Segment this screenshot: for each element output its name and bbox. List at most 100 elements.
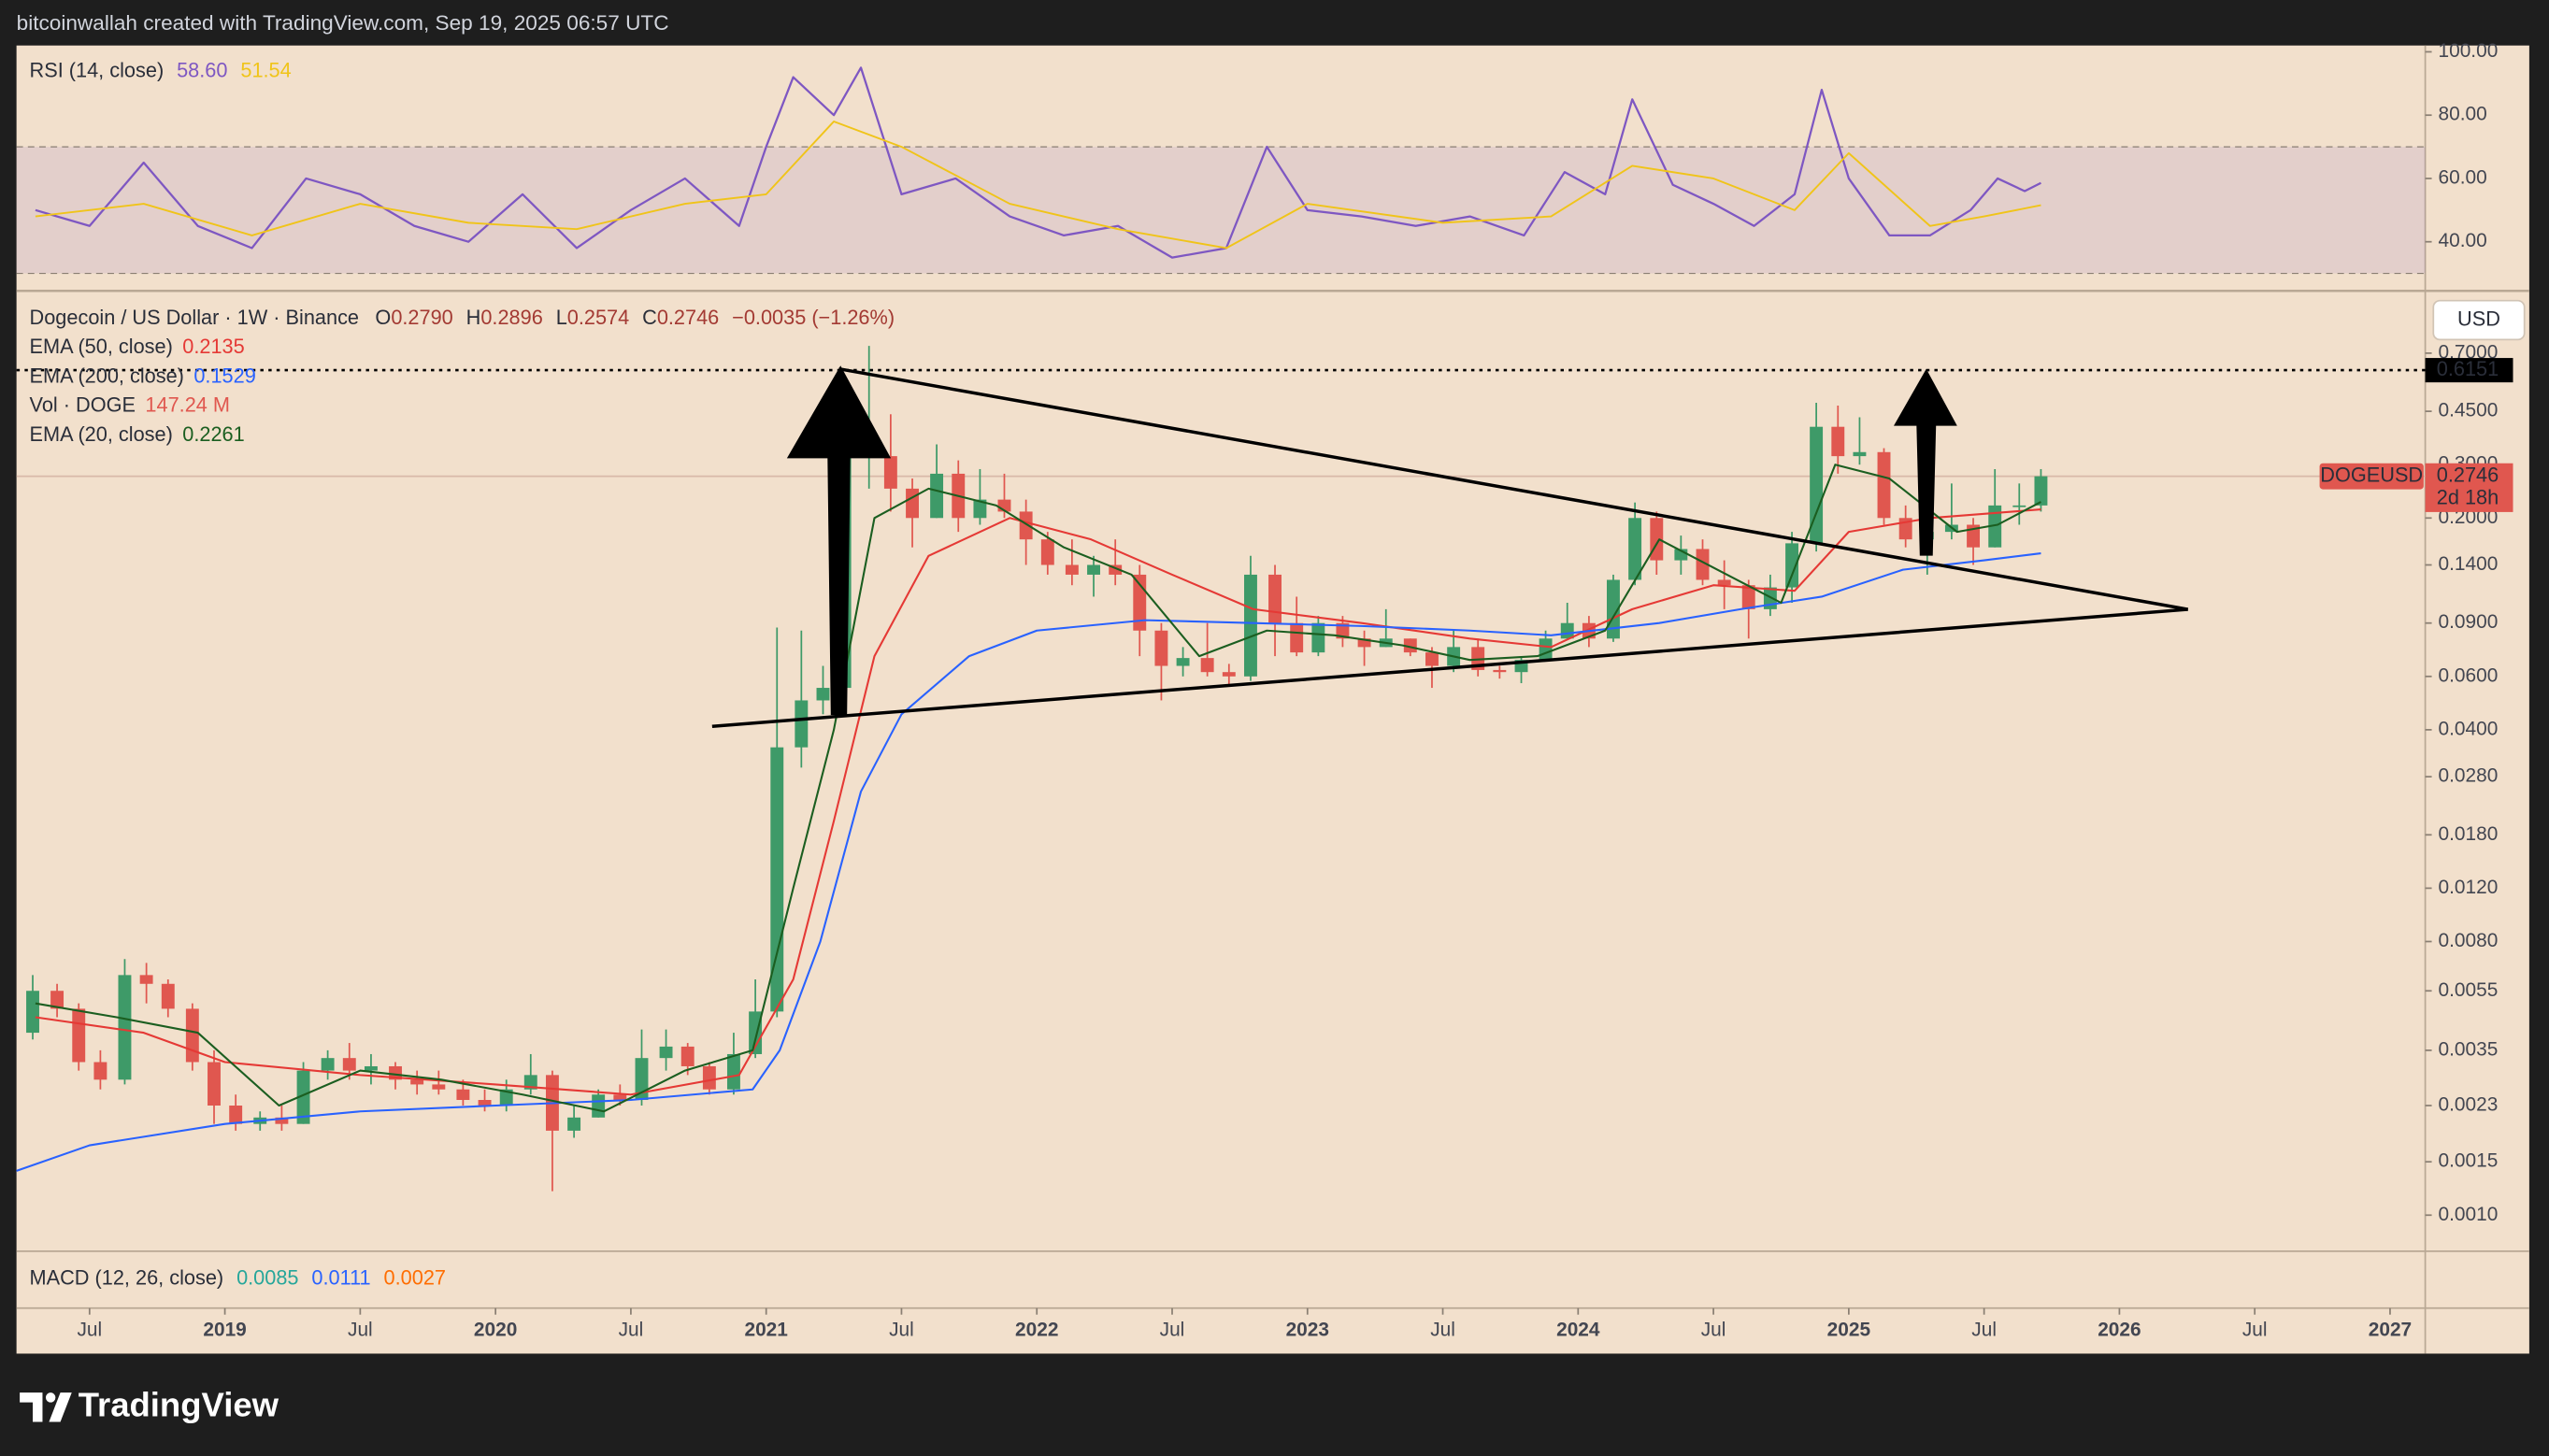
arrow	[786, 365, 892, 716]
x-tick-label: Jul	[348, 1320, 373, 1341]
legend-part: 0.2261	[182, 422, 244, 446]
candle-body	[72, 1008, 86, 1063]
countdown-label: 2d 18h	[2437, 486, 2499, 509]
legend-part: 0.0085	[236, 1265, 298, 1289]
y-tick-label: 0.0900	[2439, 611, 2499, 633]
y-tick-label: 40.00	[2439, 230, 2487, 251]
price-tag-label: 0.2746	[2437, 463, 2499, 486]
candle-body	[1810, 426, 1824, 544]
trendline	[838, 367, 2189, 611]
y-tick-label: 0.0280	[2439, 765, 2499, 787]
candle-body	[1988, 505, 2002, 548]
y-tick-label: 0.0080	[2439, 930, 2499, 951]
candle-body	[1019, 511, 1033, 540]
candle-body	[321, 1058, 335, 1071]
y-tick-label: 0.7000	[2439, 341, 2499, 363]
candle-body	[161, 983, 175, 1009]
candle-body	[702, 1065, 716, 1090]
candle-body	[1696, 549, 1710, 580]
candle-body	[342, 1058, 356, 1071]
macd-legend: MACD (12, 26, close) 0.0085 0.0111 0.0027	[30, 1265, 446, 1289]
indicator-legend: EMA (50, close) 0.2135	[30, 335, 245, 358]
y-tick-label: 0.4500	[2439, 400, 2499, 421]
x-tick-label: Jul	[1701, 1320, 1726, 1341]
legend-part: O	[375, 306, 391, 329]
candle-body	[26, 991, 39, 1034]
y-tick-label: 0.0055	[2439, 979, 2499, 1001]
candle-body	[50, 991, 64, 1009]
chart-background	[16, 45, 2529, 1354]
candle-body	[795, 700, 809, 748]
x-tick-label: Jul	[1160, 1320, 1185, 1341]
arrow	[1893, 368, 1957, 556]
candle-body	[1493, 669, 1507, 673]
y-tick-label: 0.0023	[2439, 1094, 2499, 1116]
rsi-legend: RSI (14, close) 58.60 51.54	[30, 58, 292, 81]
candle-body	[973, 499, 987, 519]
logo-mark	[20, 1392, 43, 1422]
x-tick-label: Jul	[1971, 1320, 1997, 1341]
candle-body	[1176, 658, 1190, 666]
logo-mark	[49, 1392, 72, 1422]
currency-label[interactable]: USD	[2457, 307, 2500, 330]
legend-part: 0.0027	[384, 1265, 446, 1289]
price-tag	[2425, 463, 2513, 512]
candle-body	[883, 456, 897, 489]
candle-body	[432, 1084, 446, 1090]
legend-part: 0.1529	[193, 364, 255, 387]
candle-body	[208, 1062, 221, 1106]
legend-part: EMA (50, close)	[30, 335, 173, 358]
candle-body	[613, 1094, 627, 1101]
currency-button[interactable]	[2432, 299, 2526, 341]
candle-body	[296, 1070, 310, 1124]
x-tick-label: 2022	[1015, 1320, 1058, 1341]
drawings	[711, 365, 2189, 728]
x-tick-label: Jul	[2242, 1320, 2268, 1341]
x-tick-label: 2023	[1286, 1320, 1329, 1341]
candle-body	[1109, 564, 1123, 575]
symbol-tag-label: DOGEUSD	[2320, 463, 2423, 486]
legend-part: 0.2746	[657, 306, 719, 329]
price-line-label: 0.6151	[2437, 357, 2499, 380]
candle-body	[1877, 451, 1891, 519]
candle-body	[592, 1094, 606, 1118]
y-tick-label: 0.0400	[2439, 718, 2499, 739]
rsi-ma-line	[35, 121, 2041, 250]
candle-body	[1717, 579, 1731, 586]
legend-part: Dogecoin / US Dollar · 1W · Binance	[30, 306, 359, 329]
candle-body	[478, 1100, 492, 1106]
candle-body	[185, 1008, 199, 1063]
candle-body	[770, 747, 784, 1012]
legend-part: 0.2896	[480, 306, 542, 329]
y-tick-label: 80.00	[2439, 104, 2487, 125]
legend-part: 58.60	[177, 58, 227, 81]
candle-body	[229, 1105, 243, 1124]
x-tick-label: 2024	[1556, 1320, 1600, 1341]
candle-body	[930, 473, 944, 519]
symbol-tag	[2319, 463, 2424, 490]
rsi-band	[16, 147, 2426, 274]
legend-part: C	[642, 306, 657, 329]
legend-part: 0.2135	[182, 335, 244, 358]
y-tick-label: 0.0010	[2439, 1204, 2499, 1225]
x-tick-label: 2025	[1827, 1320, 1871, 1341]
candle-body	[1311, 622, 1325, 653]
ema-line	[35, 464, 2041, 1113]
legend-part: MACD (12, 26, close)	[30, 1265, 224, 1289]
candle-body	[275, 1117, 289, 1124]
candle-body	[1222, 672, 1236, 677]
candle-body	[1290, 622, 1304, 653]
x-tick-label: 2019	[203, 1320, 246, 1341]
legend-part: 0.0111	[311, 1265, 370, 1289]
candle-body	[1403, 638, 1417, 653]
candle-body	[2012, 505, 2026, 507]
candle-body	[456, 1089, 470, 1101]
x-tick-label: Jul	[889, 1320, 914, 1341]
x-tick-label: 2020	[474, 1320, 517, 1341]
candle-body	[1853, 451, 1867, 457]
candle-body	[1425, 652, 1439, 666]
x-tick-label: 2027	[2369, 1320, 2412, 1341]
legend-part: 0.2790	[391, 306, 452, 329]
candle-body	[1336, 622, 1350, 639]
